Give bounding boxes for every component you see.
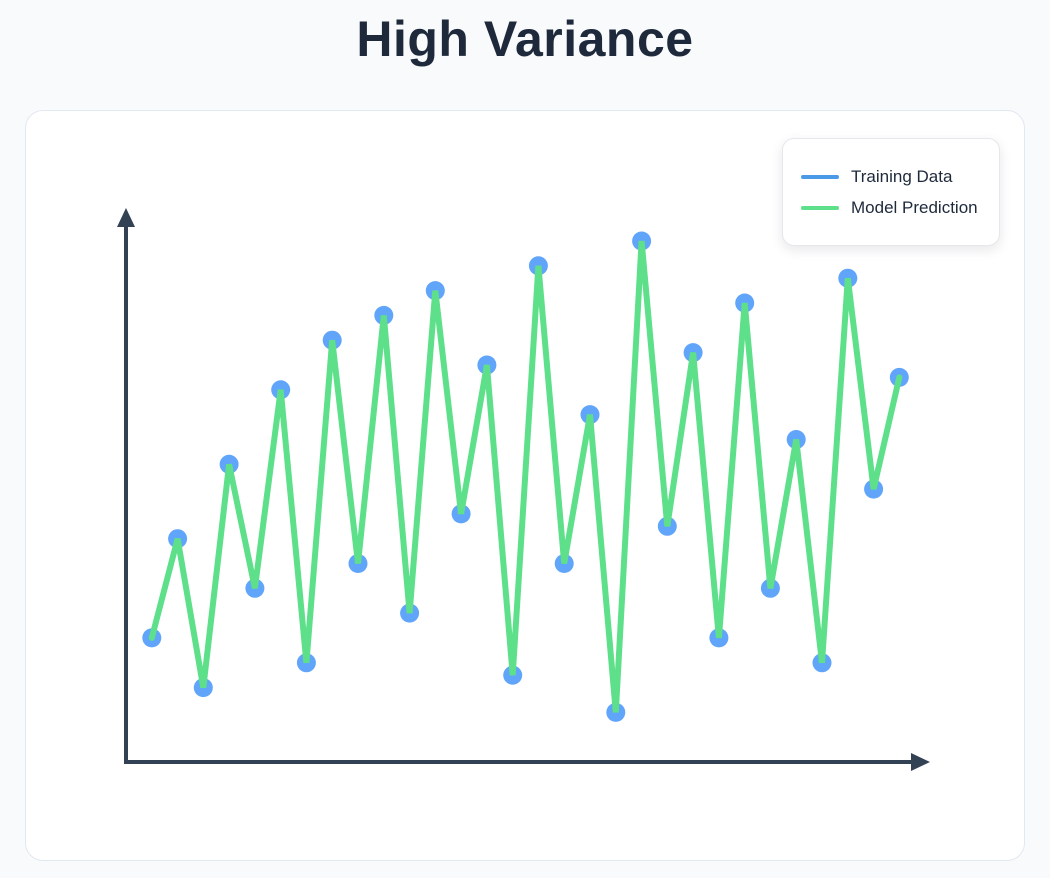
legend-label-prediction: Model Prediction [851, 198, 978, 217]
model-prediction-line-group [148, 240, 903, 713]
model-prediction-line [148, 240, 903, 713]
page-title: High Variance [356, 11, 694, 67]
y-axis-arrow [117, 208, 135, 227]
chart-legend: Training Data Model Prediction [782, 138, 1000, 246]
training-data-points [142, 231, 909, 722]
chart-axes [117, 208, 930, 771]
legend-item-prediction: Model Prediction [801, 197, 978, 219]
legend-swatch-prediction [801, 206, 839, 210]
legend-swatch-training [801, 175, 839, 179]
x-axis-arrow [911, 753, 930, 771]
legend-label-training: Training Data [851, 167, 953, 186]
legend-item-training: Training Data [801, 166, 952, 188]
